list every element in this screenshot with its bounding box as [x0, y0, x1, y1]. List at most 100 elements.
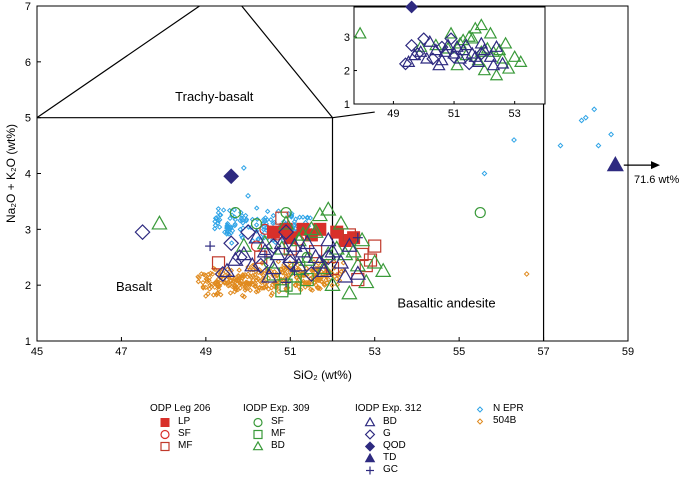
inset-point-bd [468, 21, 483, 34]
data-point-bd [244, 256, 261, 272]
legend-marker [366, 466, 374, 474]
inset-point-bd [456, 43, 470, 56]
legend-entry-qod: QOD [355, 440, 422, 452]
data-point-n-epr [268, 217, 274, 223]
data-point-bd [315, 259, 333, 275]
legend-entry-n-epr: N EPR [465, 403, 524, 415]
data-point-n-epr [260, 226, 267, 233]
y-tick-label: 5 [25, 113, 31, 125]
data-point-g [240, 224, 257, 241]
inset-point-bd [492, 43, 507, 56]
data-point-qod [223, 168, 240, 185]
data-point-n-epr [232, 222, 238, 229]
data-point-bd [282, 248, 299, 264]
legend-marker [160, 417, 170, 427]
data-point-504b [302, 284, 309, 290]
data-point-sf [272, 229, 284, 241]
inset-point-bd [483, 49, 498, 62]
data-point-g [252, 257, 269, 274]
data-point-n-epr [304, 214, 311, 221]
inset-point-bd [353, 26, 367, 39]
data-point-n-epr [212, 222, 219, 229]
inset-point-bd [477, 43, 492, 56]
legend-symbol [476, 405, 484, 413]
data-point-g [134, 224, 151, 241]
data-point-bd [315, 262, 333, 278]
data-point-n-epr [245, 192, 251, 199]
data-point-bd [311, 254, 329, 269]
field-label-trachy-basalt: Trachy-basalt [175, 89, 254, 104]
series-n-epr-diamond-small-open [240, 106, 615, 199]
classification-field-boundaries [36, 5, 545, 341]
data-point-bd [328, 240, 345, 255]
data-point-504b [268, 292, 274, 299]
legend-symbol [364, 452, 376, 462]
data-point-504b [247, 267, 254, 273]
y-tick-label: 3 [25, 224, 31, 236]
data-point-504b [236, 267, 242, 273]
legend-marker [476, 417, 484, 425]
x-axis-label: SiO₂ (wt%) [293, 368, 352, 382]
inset-point-bd [495, 56, 510, 69]
data-point-n-epr [595, 142, 602, 149]
data-point-n-epr [228, 230, 234, 236]
inset-point-bd [432, 58, 446, 71]
legend-entry-td: TD [355, 452, 422, 464]
legend-marker [160, 441, 170, 451]
data-point-bd [303, 220, 320, 236]
data-point-g [303, 266, 320, 282]
inset-point-g [462, 57, 476, 71]
inset-point-bd [444, 26, 458, 39]
data-point-504b [293, 274, 300, 281]
data-point-n-epr [243, 218, 249, 224]
inset-point-bd [453, 36, 467, 49]
inset-point-bd [453, 51, 467, 64]
inset-point-bd [438, 44, 452, 57]
data-point-504b [214, 282, 221, 288]
data-point-n-epr [238, 215, 245, 221]
data-point-504b [231, 289, 238, 295]
data-point-sf [229, 206, 242, 219]
data-point-bd [294, 226, 312, 241]
data-point-n-epr [275, 208, 282, 214]
data-point-gc [352, 232, 363, 243]
inset-x-tick-label: 51 [448, 108, 460, 120]
legend-entry-bd: BD [355, 416, 422, 428]
data-point-n-epr [253, 222, 260, 228]
data-point-bd [374, 262, 392, 278]
data-point-504b [195, 278, 202, 285]
data-point-504b [205, 291, 211, 297]
x-tick-label: 57 [537, 346, 549, 358]
data-point-bd [286, 268, 303, 283]
data-point-504b [200, 279, 206, 286]
legend-group-iodp-exp-309: IODP Exp. 309 SF MF BD [243, 403, 310, 452]
data-point-gc [281, 277, 292, 288]
data-point-td [606, 156, 624, 172]
data-point-504b [225, 283, 232, 289]
y-tick-label: 6 [25, 57, 31, 69]
data-point-504b [331, 265, 338, 271]
data-point-n-epr [227, 215, 233, 222]
inset-y-tick-label: 1 [344, 99, 350, 111]
inset-point-g [426, 52, 440, 66]
legend-label: SF [178, 428, 191, 439]
legend-marker [252, 440, 264, 450]
series-qod-diamond-filled [223, 168, 240, 185]
inset-point-bd [486, 58, 501, 71]
data-point-bd [294, 242, 312, 258]
data-point-n-epr [220, 207, 227, 213]
legend-marker [364, 416, 376, 426]
legend-marker [364, 428, 376, 440]
data-point-n-epr [239, 234, 246, 241]
inset-point-g [474, 47, 488, 61]
data-point-504b [250, 272, 256, 279]
field-label-basaltic-andesite: Basaltic andesite [397, 296, 495, 311]
data-point-504b [274, 273, 280, 279]
data-point-504b [314, 273, 320, 279]
data-point-504b [259, 285, 265, 291]
data-point-bd [353, 231, 371, 247]
data-point-504b [323, 273, 329, 279]
legend-entry-504b: 504B [465, 415, 524, 427]
inset-point-bd [450, 39, 464, 52]
